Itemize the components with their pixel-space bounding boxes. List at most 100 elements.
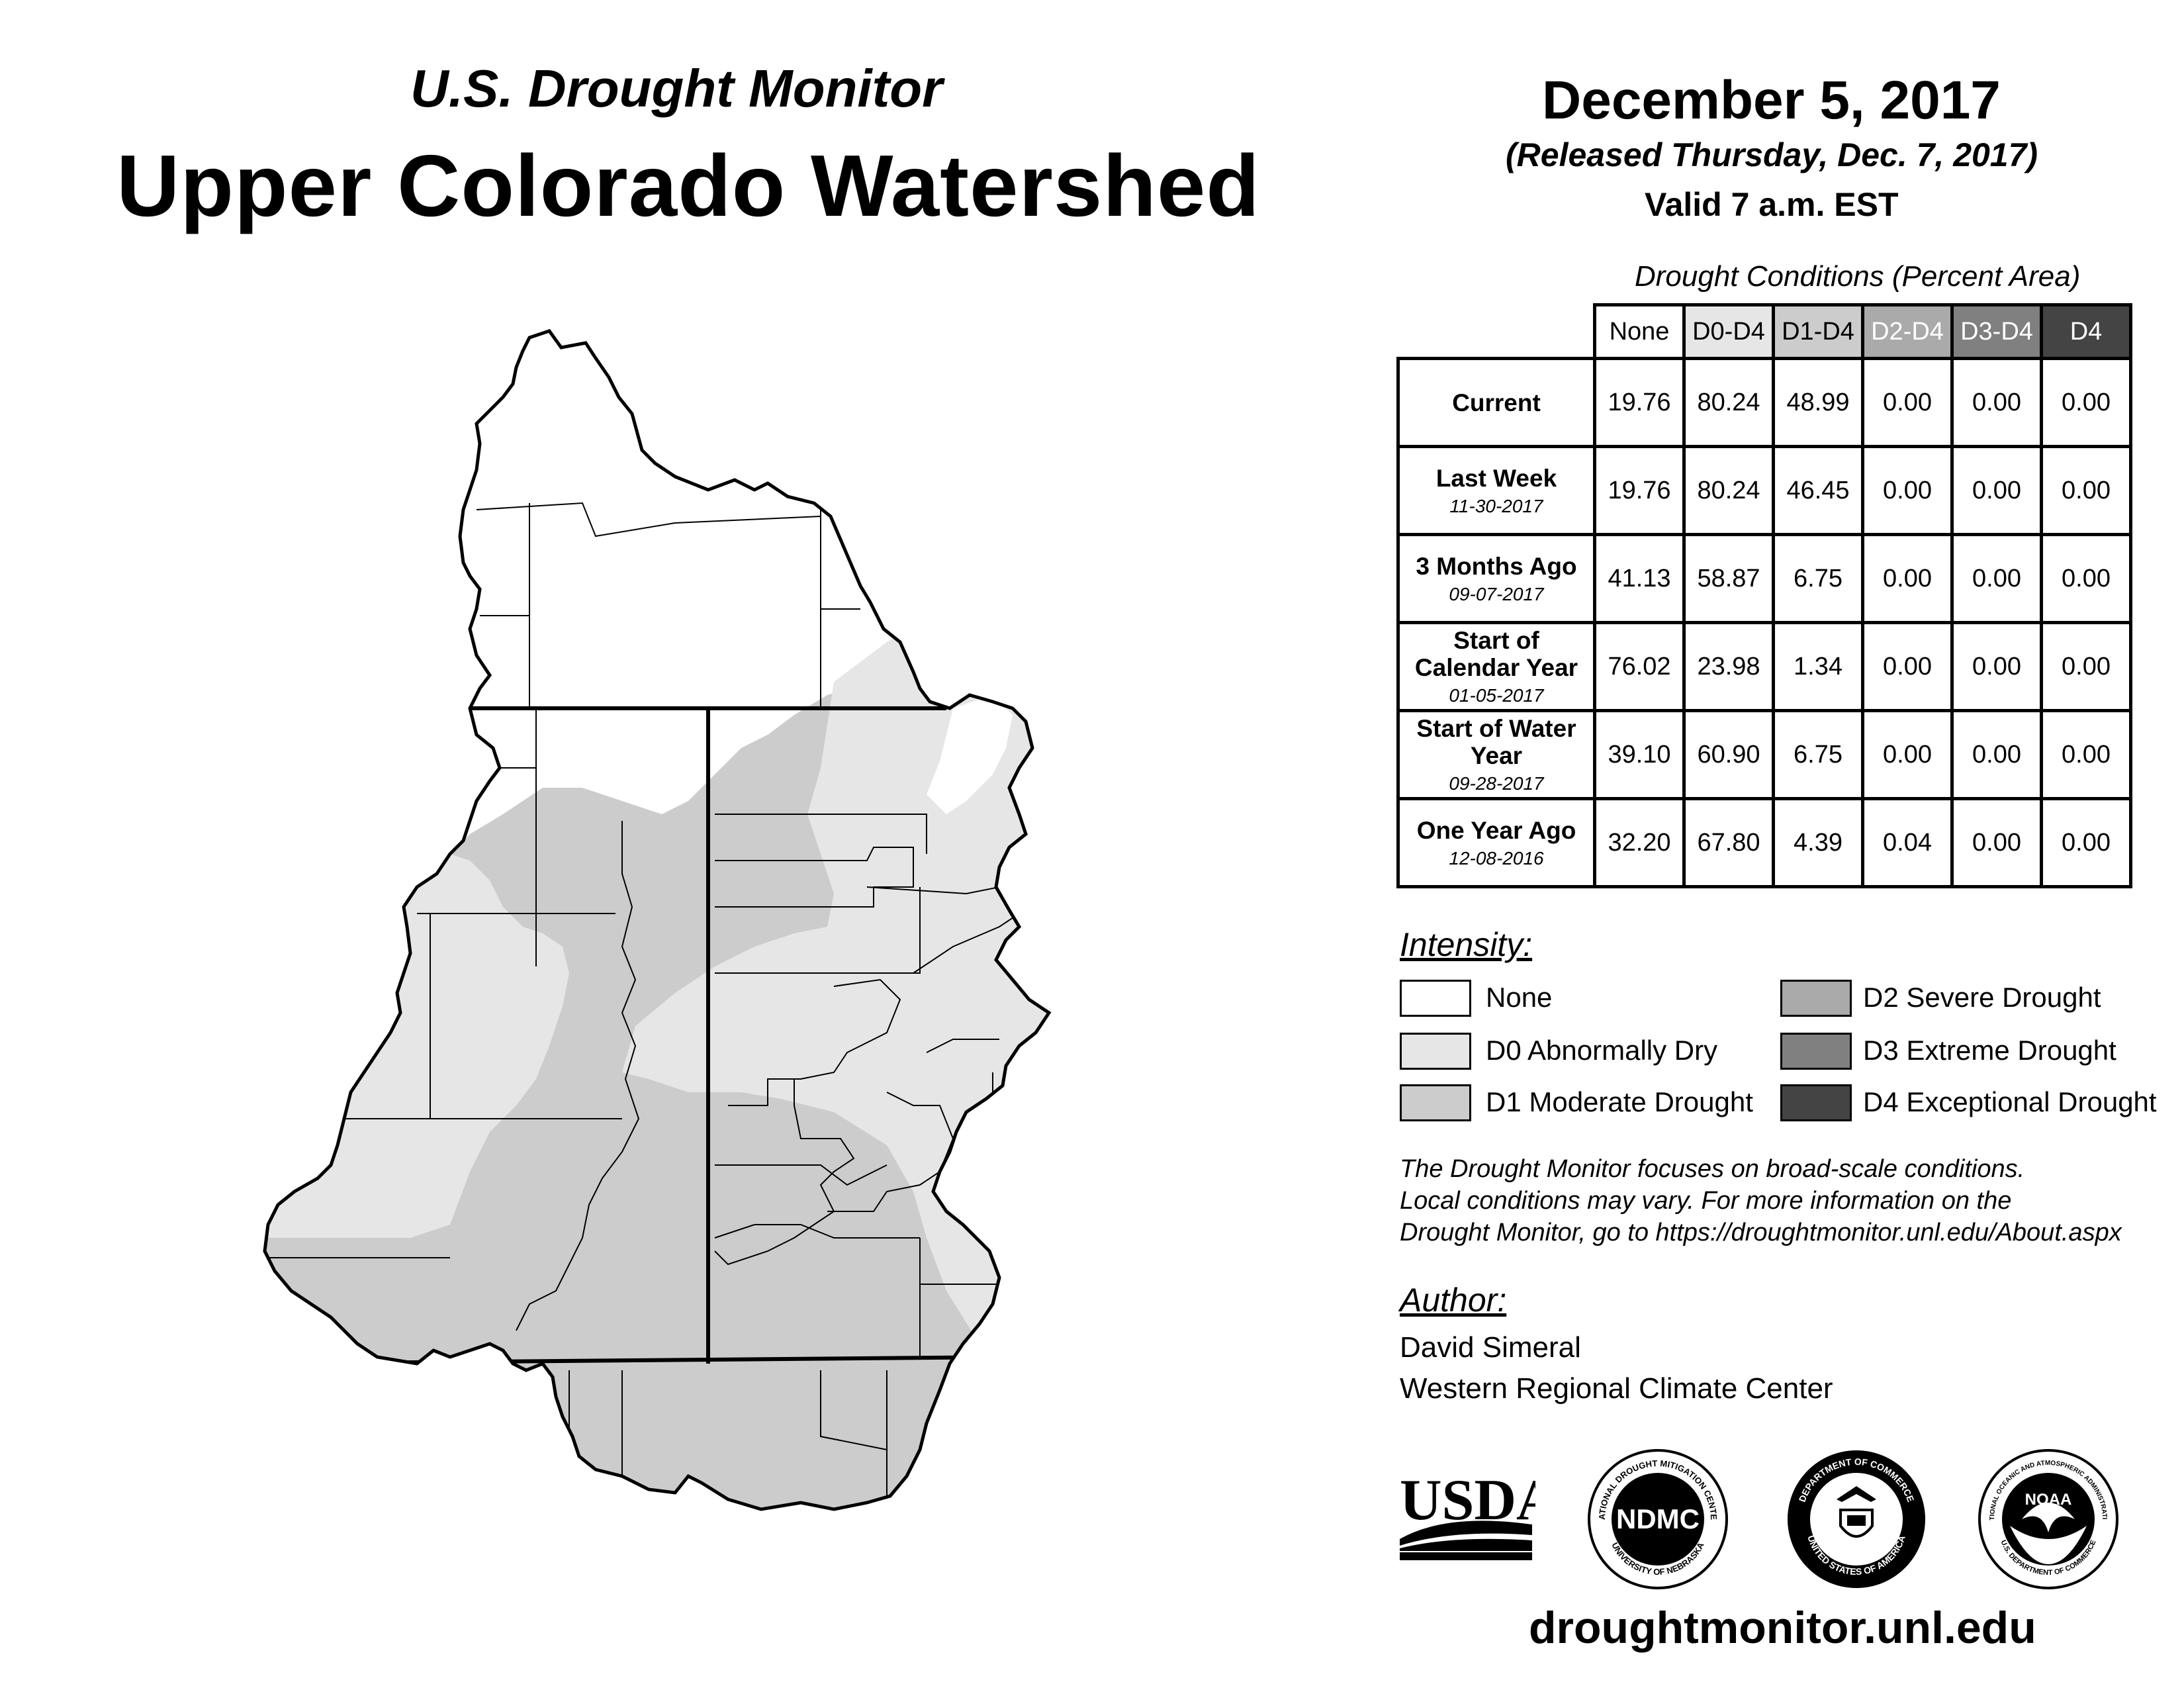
ndmc-logo: NATIONAL DROUGHT MITIGATION CENTER UNIVE… [1585, 1446, 1728, 1589]
table-cell: 32.20 [1593, 797, 1686, 888]
table-cell: 48.99 [1772, 357, 1864, 448]
release-date: (Released Thursday, Dec. 7, 2017) [1506, 136, 2038, 173]
table-cell: 0.00 [1950, 445, 2043, 536]
note-line: Local conditions may vary. For more info… [1400, 1187, 2012, 1215]
valid-time: Valid 7 a.m. EST [1645, 186, 1899, 223]
legend-label: D3 Extreme Drought [1863, 1035, 2116, 1066]
table-cell: 0.00 [2040, 621, 2132, 712]
table-row: 3 Months Ago 09-07-2017 41.13 58.87 6.75 … [1396, 533, 2132, 624]
row-date: 11-30-2017 [1449, 495, 1543, 516]
column-header: D4 [2040, 303, 2132, 360]
column-header: D1-D4 [1772, 303, 1864, 360]
table-cell: 0.00 [1861, 445, 1954, 536]
column-header: D0-D4 [1682, 303, 1775, 360]
row-label: Start of Calendar Year 01-05-2017 [1396, 621, 1596, 712]
table-cell: 23.98 [1682, 621, 1775, 712]
row-label: Current [1396, 357, 1596, 448]
noaa-logo: NATIONAL OCEANIC AND ATMOSPHERIC ADMINIS… [1976, 1446, 2118, 1589]
table-row: Last Week 11-30-2017 19.76 80.24 46.45 0.… [1396, 445, 2132, 536]
legend-swatch-d1 [1400, 1084, 1471, 1121]
row-date: 01-05-2017 [1449, 685, 1544, 706]
column-header: D2-D4 [1861, 303, 1954, 360]
author-org: Western Regional Climate Center [1400, 1372, 1833, 1405]
table-cell: 0.00 [1950, 357, 2043, 448]
doc-seal-logo: DEPARTMENT OF COMMERCE UNITED STATES OF … [1788, 1450, 1925, 1588]
legend-swatch-none [1400, 980, 1471, 1017]
table-cell: 6.75 [1772, 533, 1864, 624]
table-cell: 0.00 [2040, 709, 2132, 800]
legend-label: D4 Exceptional Drought [1863, 1086, 2157, 1117]
footer-url[interactable]: droughtmonitor.unl.edu [1529, 1603, 2036, 1653]
county-lines [265, 502, 1033, 1503]
table-cell: 0.00 [1950, 709, 2043, 800]
table-row: Current 19.76 80.24 48.99 0.00 0.00 0.00 [1396, 357, 2132, 448]
d0-pocket-west [377, 993, 516, 1238]
note-line: Drought Monitor, go to https://droughtmo… [1400, 1219, 2122, 1246]
legend-label: D1 Moderate Drought [1486, 1086, 1753, 1117]
table-cell: 19.76 [1593, 357, 1686, 448]
table-cell: 0.00 [1861, 709, 1954, 800]
table-cell: 0.00 [1861, 357, 1954, 448]
legend-swatch-d0 [1400, 1033, 1471, 1070]
table-cell: 60.90 [1682, 709, 1775, 800]
row-label: 3 Months Ago 09-07-2017 [1396, 533, 1596, 624]
row-label: Start of Water Year 09-28-2017 [1396, 709, 1596, 800]
table-cell: 80.24 [1682, 357, 1775, 448]
table-row: Start of Calendar Year 01-05-2017 76.02 2… [1396, 621, 2132, 712]
author-block: David Simeral Western Regional Climate C… [1400, 1327, 1833, 1409]
legend-label: D2 Severe Drought [1863, 982, 2101, 1013]
table-cell: 80.24 [1682, 445, 1775, 536]
legend-swatch-d3 [1780, 1033, 1852, 1070]
table-cell: 0.00 [1861, 621, 1954, 712]
table-cell: 0.04 [1861, 797, 1954, 888]
drought-conditions-table: None D0-D4 D1-D4 D2-D4 D3-D4 D4 Current … [1396, 303, 2132, 888]
table-cell: 0.00 [2040, 797, 2132, 888]
valid-date: December 5, 2017 [1542, 70, 2001, 130]
row-date: 09-28-2017 [1449, 773, 1544, 794]
table-header-row: None D0-D4 D1-D4 D2-D4 D3-D4 D4 [1398, 303, 2132, 360]
map-subtitle: U.S. Drought Monitor [410, 59, 943, 118]
row-date: 12-08-2016 [1449, 847, 1544, 868]
table-cell: 58.87 [1682, 533, 1775, 624]
row-label: Last Week 11-30-2017 [1396, 445, 1596, 536]
shield-icon [1839, 1509, 1874, 1538]
column-header: None [1593, 303, 1686, 360]
noaa-logo-text: NOAA [2025, 1491, 2072, 1509]
legend-swatch-d4 [1780, 1084, 1852, 1121]
disclaimer-note: The Drought Monitor focuses on broad-sca… [1400, 1153, 2161, 1248]
table-cell: 0.00 [1950, 797, 2043, 888]
watershed-map [251, 311, 1138, 1609]
table-cell: 0.00 [2040, 357, 2132, 448]
table-cell: 41.13 [1593, 533, 1686, 624]
table-cell: 0.00 [2040, 445, 2132, 536]
note-line: The Drought Monitor focuses on broad-sca… [1400, 1155, 2025, 1183]
map-title: Upper Colorado Watershed [116, 137, 1260, 234]
table-cell: 0.00 [1861, 533, 1954, 624]
table-cell: 4.39 [1772, 797, 1864, 888]
row-date: 09-07-2017 [1449, 583, 1544, 604]
table-cell: 39.10 [1593, 709, 1686, 800]
eagle-icon [1837, 1486, 1876, 1502]
table-cell: 76.02 [1593, 621, 1686, 712]
table-cell: 67.80 [1682, 797, 1775, 888]
table-cell: 46.45 [1772, 445, 1864, 536]
author-name: David Simeral [1400, 1331, 1581, 1364]
column-header: D3-D4 [1950, 303, 2043, 360]
none-region-east [1013, 907, 1049, 1198]
table-cell: 0.00 [1950, 533, 2043, 624]
row-label: One Year Ago 12-08-2016 [1396, 797, 1596, 888]
table-row: One Year Ago 12-08-2016 32.20 67.80 4.39 … [1396, 797, 2132, 888]
table-row: Start of Water Year 09-28-2017 39.10 60.9… [1396, 709, 2132, 800]
legend-swatch-d2 [1780, 980, 1852, 1017]
bird-icon [2022, 1503, 2075, 1532]
none-region-northeast [927, 695, 1013, 814]
legend-label: D0 Abnormally Dry [1486, 1035, 1718, 1066]
table-caption: Drought Conditions (Percent Area) [1635, 260, 2081, 293]
table-cell: 1.34 [1772, 621, 1864, 712]
table-cell: 19.76 [1593, 445, 1686, 536]
table-cell: 0.00 [2040, 533, 2132, 624]
table-cell: 6.75 [1772, 709, 1864, 800]
legend-label: None [1486, 982, 1553, 1013]
table-corner [1398, 305, 1596, 360]
